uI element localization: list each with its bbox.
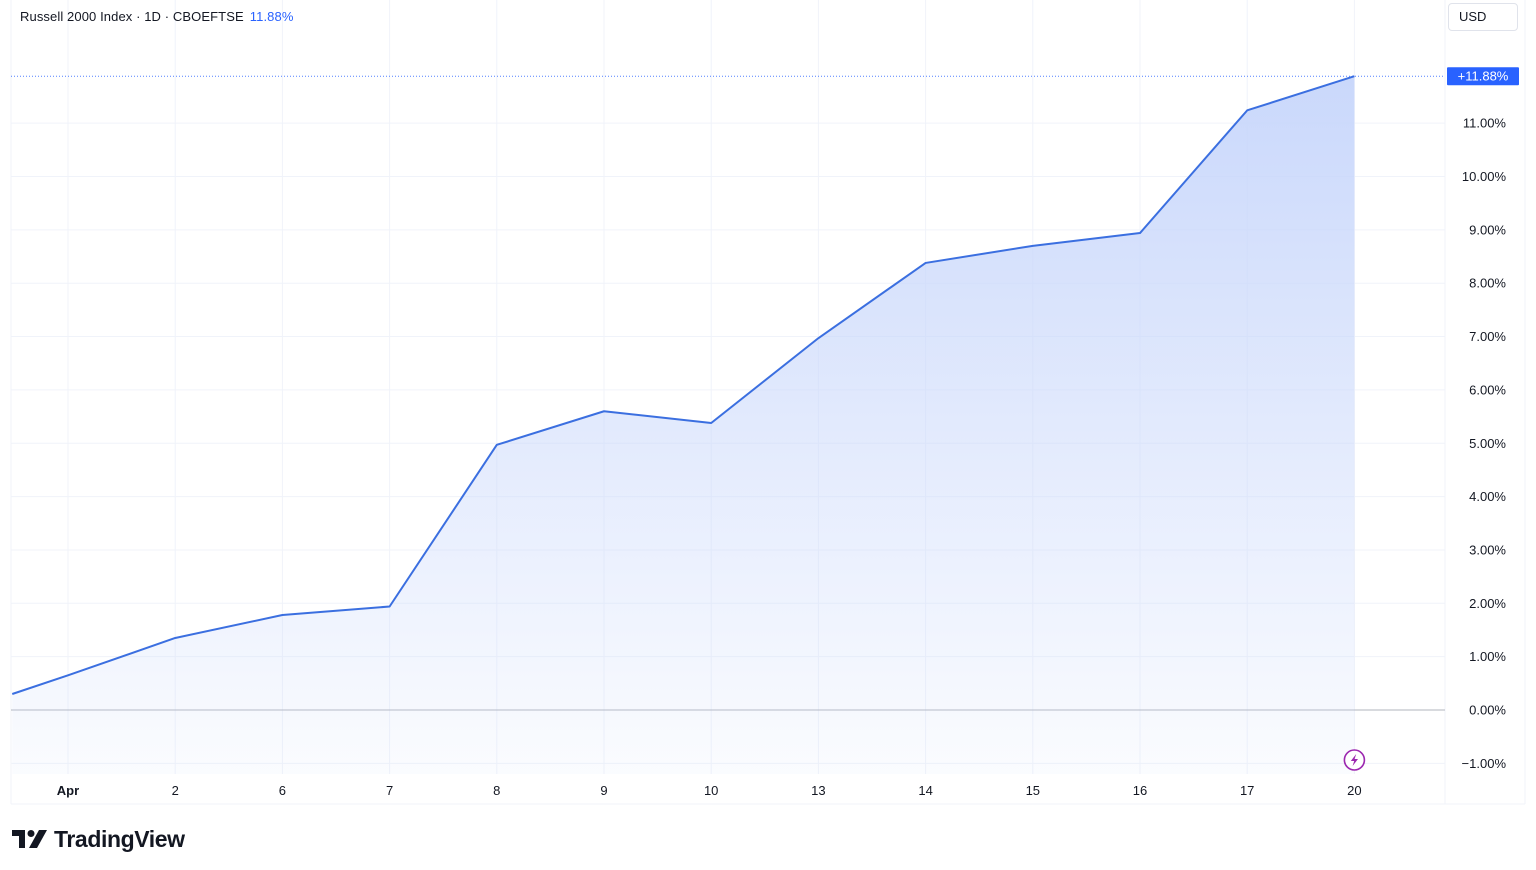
area-layer — [11, 75, 1445, 774]
axes: −1.00% 0.00% 1.00% 2.00% 3.00% 4.00% 5.00% 6.00… — [57, 116, 1507, 798]
x-tick-label: 10 — [704, 783, 718, 798]
x-tick-label: 6 — [279, 783, 286, 798]
x-tick-label: 7 — [386, 783, 393, 798]
y-tick-label: 3.00% — [1469, 542, 1506, 557]
x-tick-label: 8 — [493, 783, 500, 798]
x-tick-label: 20 — [1347, 783, 1361, 798]
y-tick-label: 4.00% — [1469, 489, 1506, 504]
last-price-tag: +11.88% — [1447, 67, 1519, 86]
price-tag-label: +11.88% — [1458, 69, 1509, 84]
x-tick-label: 2 — [172, 783, 179, 798]
lightning-icon-bolt — [1350, 754, 1358, 766]
price-tag-background — [1447, 67, 1519, 86]
x-tick-label: 15 — [1026, 783, 1040, 798]
area-fill — [12, 76, 1355, 774]
x-tick-label: 17 — [1240, 783, 1254, 798]
price-tag-layer: +11.88% — [1343, 67, 1519, 771]
series-line — [11, 75, 1355, 695]
tradingview-logo-icon — [12, 830, 47, 848]
y-tick-label: −1.00% — [1462, 756, 1507, 771]
currency-button[interactable]: USD — [1448, 3, 1518, 31]
lightning-icon[interactable] — [1343, 749, 1366, 771]
symbol-label: Russell 2000 Index · 1D · CBOEFTSE — [20, 9, 244, 24]
y-tick-label: 9.00% — [1469, 222, 1506, 237]
y-tick-label: 10.00% — [1462, 169, 1507, 184]
x-tick-label: 16 — [1133, 783, 1147, 798]
x-tick-label: 14 — [918, 783, 932, 798]
brand-name: TradingView — [54, 825, 185, 852]
chart-legend: Russell 2000 Index · 1D · CBOEFTSE 11.88% — [20, 9, 294, 24]
y-tick-label: 1.00% — [1469, 649, 1506, 664]
y-tick-label: 8.00% — [1469, 276, 1506, 291]
y-tick-label: 11.00% — [1463, 116, 1507, 131]
change-label: 11.88% — [249, 9, 294, 24]
x-tick-label: Apr — [57, 783, 79, 798]
y-tick-label: 5.00% — [1469, 436, 1506, 451]
y-tick-label: 2.00% — [1469, 596, 1506, 611]
x-tick-label: 13 — [811, 783, 825, 798]
y-tick-label: 0.00% — [1469, 703, 1506, 718]
x-tick-label: 9 — [600, 783, 607, 798]
tradingview-brand[interactable]: TradingView — [12, 824, 185, 854]
y-tick-label: 6.00% — [1469, 382, 1506, 397]
y-tick-label: 7.00% — [1469, 329, 1506, 344]
